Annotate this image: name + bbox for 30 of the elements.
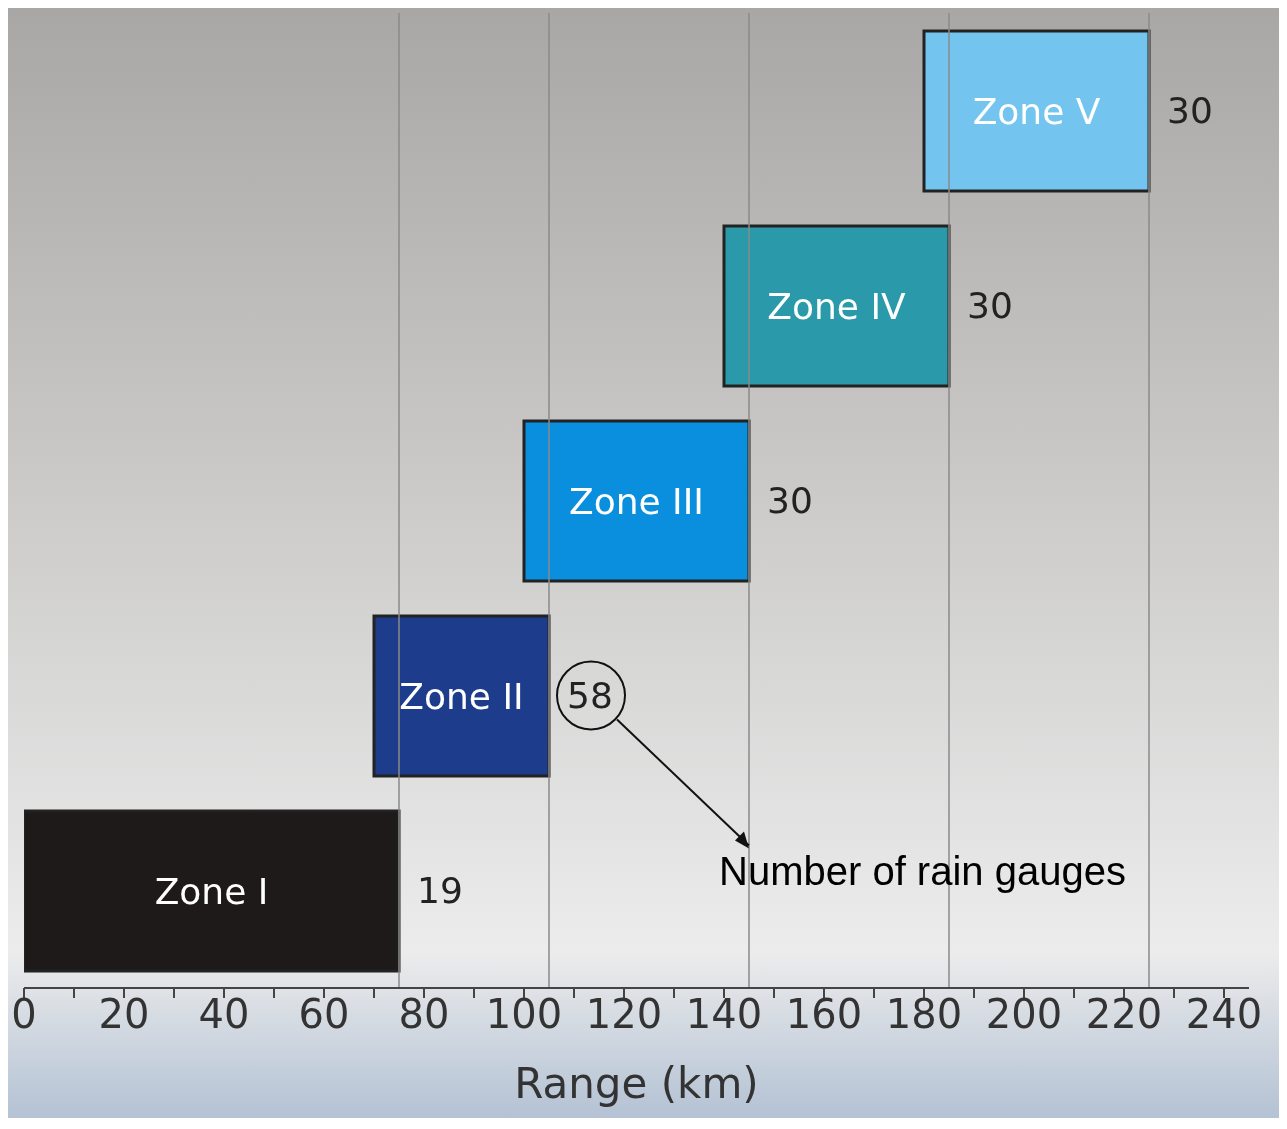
- x-tick-label: 40: [198, 991, 250, 1038]
- annotation: 19: [417, 870, 463, 911]
- y-tick-label: Zone III: [569, 480, 704, 522]
- annotation: 30: [1167, 90, 1213, 131]
- x-tick-label: 140: [685, 991, 763, 1038]
- annotation: 30: [967, 285, 1013, 326]
- bar: [922, 29, 1151, 193]
- x-tick-label: 120: [585, 991, 663, 1038]
- x-tick-label: 100: [485, 991, 563, 1038]
- x-tick-label: 160: [785, 991, 863, 1038]
- y-tick-label: Zone II: [399, 675, 524, 717]
- bar: [722, 224, 951, 388]
- x-tick-label: 240: [1185, 991, 1263, 1038]
- y-tick-label: Zone IV: [767, 285, 907, 327]
- x-tick-label: 0: [11, 991, 37, 1038]
- annotation: 58: [567, 675, 613, 716]
- y-tick-label: Zone I: [154, 870, 269, 912]
- x-tick-label: 220: [1085, 991, 1163, 1038]
- annotation: 30: [767, 480, 813, 521]
- x-tick-label: 200: [985, 991, 1063, 1038]
- x-tick-label: 60: [298, 991, 350, 1038]
- bar: [372, 614, 551, 778]
- x-tick-label: 20: [98, 991, 150, 1038]
- bar: [24, 809, 401, 973]
- bar: [522, 419, 751, 583]
- y-tick-label: Zone V: [972, 90, 1101, 132]
- x-axis-title: Range (km): [514, 1059, 759, 1108]
- x-tick-label: 80: [398, 991, 450, 1038]
- x-tick-label: 180: [885, 991, 963, 1038]
- annotation: Number of rain gauges: [719, 848, 1126, 893]
